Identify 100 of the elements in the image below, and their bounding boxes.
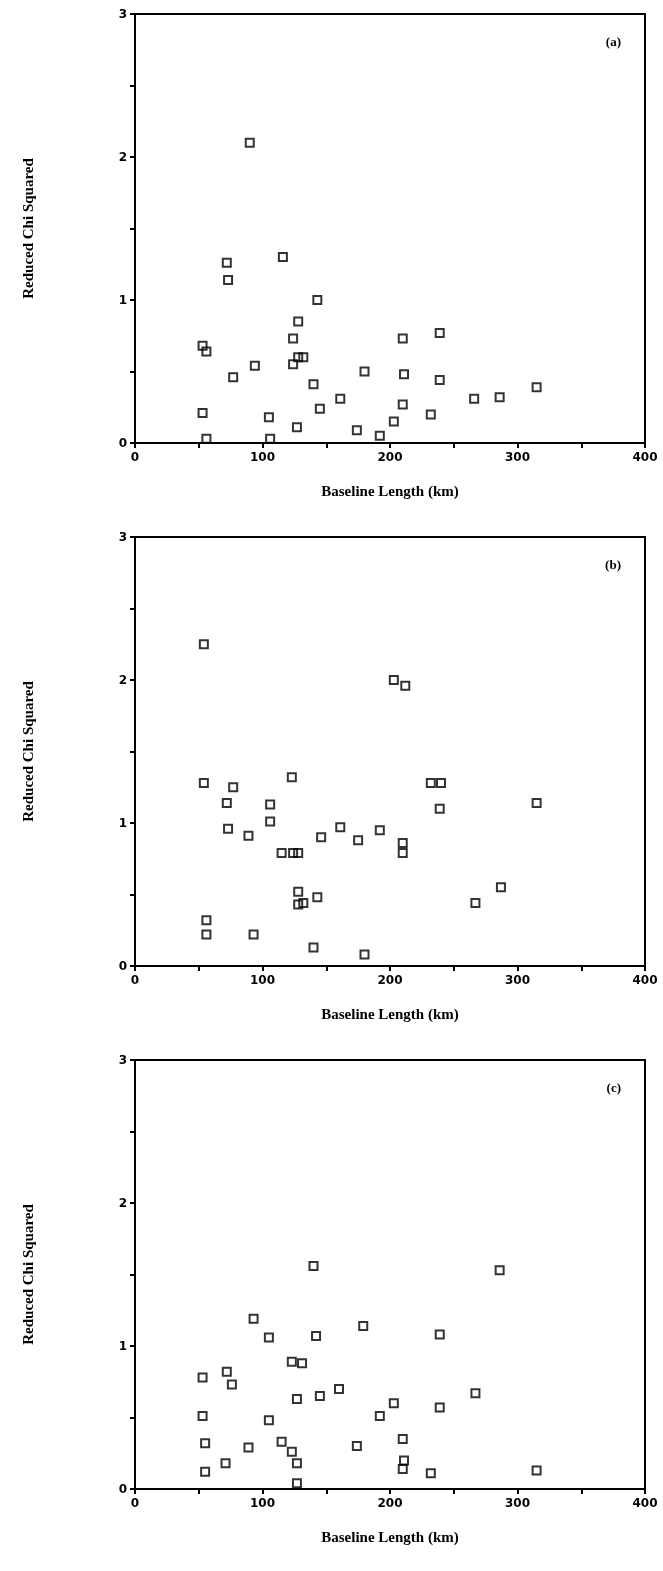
point bbox=[201, 915, 212, 926]
point bbox=[425, 409, 436, 420]
y-tick-label: 1 bbox=[118, 293, 127, 307]
point bbox=[397, 1433, 408, 1444]
point bbox=[397, 399, 408, 410]
point bbox=[308, 379, 319, 390]
point bbox=[334, 1383, 344, 1394]
x-axis-title: Baseline Length (km) bbox=[321, 482, 459, 500]
point bbox=[359, 366, 370, 377]
point bbox=[425, 777, 436, 788]
point bbox=[226, 1379, 237, 1390]
point bbox=[470, 1388, 481, 1399]
point bbox=[351, 425, 362, 436]
x-tick-label: 400 bbox=[632, 1496, 658, 1510]
y-tick-label: 0 bbox=[118, 959, 127, 973]
point bbox=[359, 949, 370, 960]
point bbox=[286, 772, 297, 783]
point bbox=[397, 333, 408, 344]
point bbox=[221, 257, 232, 268]
point bbox=[263, 1332, 274, 1343]
point bbox=[291, 422, 302, 433]
point bbox=[288, 333, 299, 344]
point bbox=[198, 639, 209, 650]
point bbox=[397, 1463, 408, 1474]
point bbox=[221, 797, 232, 808]
x-tick-label: 200 bbox=[377, 1496, 403, 1510]
x-tick-label: 200 bbox=[377, 450, 403, 464]
point bbox=[400, 680, 411, 691]
y-tick-label: 3 bbox=[118, 530, 127, 544]
point bbox=[293, 316, 304, 327]
point bbox=[263, 1415, 274, 1426]
point bbox=[288, 359, 299, 370]
y-tick-label: 2 bbox=[118, 150, 127, 164]
point bbox=[388, 1398, 399, 1409]
point bbox=[265, 799, 276, 810]
point bbox=[425, 1468, 436, 1479]
point bbox=[291, 1478, 302, 1489]
point bbox=[286, 1446, 297, 1457]
point bbox=[495, 882, 506, 893]
point bbox=[388, 675, 399, 685]
point bbox=[434, 803, 445, 814]
point bbox=[198, 777, 209, 788]
point bbox=[397, 848, 408, 859]
x-tick-label: 300 bbox=[504, 973, 531, 987]
point bbox=[200, 1438, 211, 1449]
point bbox=[531, 797, 542, 808]
point bbox=[351, 1441, 362, 1452]
point bbox=[220, 1458, 231, 1469]
point bbox=[494, 1265, 505, 1276]
y-tick-label: 3 bbox=[118, 1053, 127, 1067]
point bbox=[314, 1391, 325, 1402]
point bbox=[286, 1356, 297, 1367]
x-tick-label: 0 bbox=[130, 973, 140, 987]
annotation: (a) bbox=[605, 34, 622, 49]
y-axis-title: Reduced Chi Squared bbox=[19, 1203, 36, 1345]
point bbox=[434, 375, 445, 386]
point bbox=[397, 838, 408, 849]
point bbox=[197, 407, 208, 418]
point bbox=[374, 430, 385, 441]
point bbox=[197, 340, 208, 351]
point bbox=[293, 886, 304, 897]
point bbox=[288, 848, 299, 859]
point bbox=[434, 1329, 445, 1340]
point bbox=[308, 1260, 319, 1271]
point bbox=[244, 137, 255, 148]
point bbox=[277, 252, 288, 263]
point bbox=[388, 416, 399, 427]
point bbox=[374, 1411, 385, 1422]
point bbox=[276, 1436, 287, 1447]
point bbox=[353, 835, 364, 846]
point bbox=[312, 295, 323, 305]
point bbox=[201, 346, 212, 357]
point bbox=[374, 825, 385, 836]
y-tick-label: 0 bbox=[118, 1482, 127, 1496]
point bbox=[228, 372, 239, 383]
point bbox=[436, 777, 446, 788]
point bbox=[434, 327, 445, 338]
x-tick-label: 400 bbox=[632, 973, 658, 987]
point bbox=[531, 382, 542, 393]
x-axis-title: Baseline Length (km) bbox=[321, 1528, 459, 1546]
point bbox=[221, 1366, 232, 1377]
point bbox=[316, 832, 327, 843]
point bbox=[293, 899, 304, 910]
point bbox=[248, 1313, 259, 1324]
point bbox=[308, 942, 319, 953]
point bbox=[243, 1442, 254, 1453]
y-tick-label: 0 bbox=[118, 436, 127, 450]
x-tick-label: 100 bbox=[249, 1496, 276, 1510]
point bbox=[249, 360, 260, 371]
point bbox=[291, 1458, 302, 1469]
point bbox=[223, 274, 234, 285]
point bbox=[200, 1466, 211, 1477]
point bbox=[228, 782, 239, 793]
y-tick-label: 1 bbox=[118, 1339, 127, 1353]
point bbox=[293, 352, 304, 363]
point bbox=[399, 369, 410, 380]
x-tick-label: 100 bbox=[249, 450, 276, 464]
y-tick-label: 2 bbox=[118, 673, 127, 687]
y-tick-label: 2 bbox=[118, 1196, 127, 1210]
point bbox=[276, 848, 287, 859]
